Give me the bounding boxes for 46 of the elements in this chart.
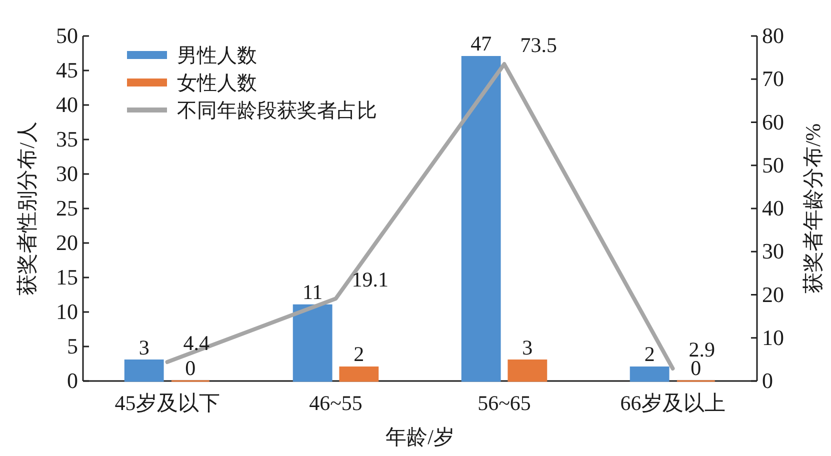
y-tick-label: 35 [56,126,78,152]
data-label: 2 [644,342,655,366]
bar [508,360,548,382]
y-axis-title: 获奖者性别分布/人 [15,122,39,296]
bar [124,360,164,382]
bar [292,304,332,382]
legend-label: 男性人数 [177,45,257,67]
y2-tick-label: 10 [762,324,784,350]
data-label: 73.5 [520,33,557,58]
data-label: 3 [138,335,150,360]
data-label: 4.4 [183,331,210,356]
y-tick-label: 30 [56,161,78,186]
y-tick-label: 25 [56,196,78,220]
data-label: 3 [522,335,533,360]
y2-tick-label: 80 [762,23,784,48]
y2-tick-label: 20 [762,282,784,307]
y-tick-label: 15 [56,264,78,290]
y-tick-label: 45 [56,58,78,82]
y2-tick-label: 70 [762,66,784,92]
y-tick-label: 10 [56,299,78,324]
data-label: 19.1 [352,268,388,292]
bar [461,56,501,382]
data-label: 2 [354,342,364,366]
y-tick-label: 40 [56,92,78,117]
x-tick-label: 56~65 [478,391,531,415]
y-tick-label: 5 [67,334,78,358]
y2-tick-label: 40 [762,196,784,220]
y2-tick-label: 30 [762,238,784,264]
bar [630,366,670,382]
legend-label: 女性人数 [177,72,257,94]
data-label: 0 [185,356,196,380]
y2-tick-label: 50 [762,152,784,178]
bar [339,366,379,382]
x-tick-label: 45岁及以下 [114,391,220,415]
data-label: 11 [302,280,323,304]
y2-tick-label: 0 [762,368,773,393]
data-label: 47 [470,32,492,56]
x-tick-label: 46~55 [309,391,362,415]
x-tick-label: 66岁及以上 [620,391,726,415]
y-tick-label: 20 [56,230,78,255]
legend-label: 不同年龄段获奖者占比 [177,100,377,122]
y2-tick-label: 60 [762,109,784,134]
y-tick-label: 50 [56,23,78,48]
y-tick-label: 0 [67,368,78,393]
y2-axis-title: 获奖者年龄分布/% [801,123,825,294]
x-axis-title: 年龄/岁 [386,425,454,449]
